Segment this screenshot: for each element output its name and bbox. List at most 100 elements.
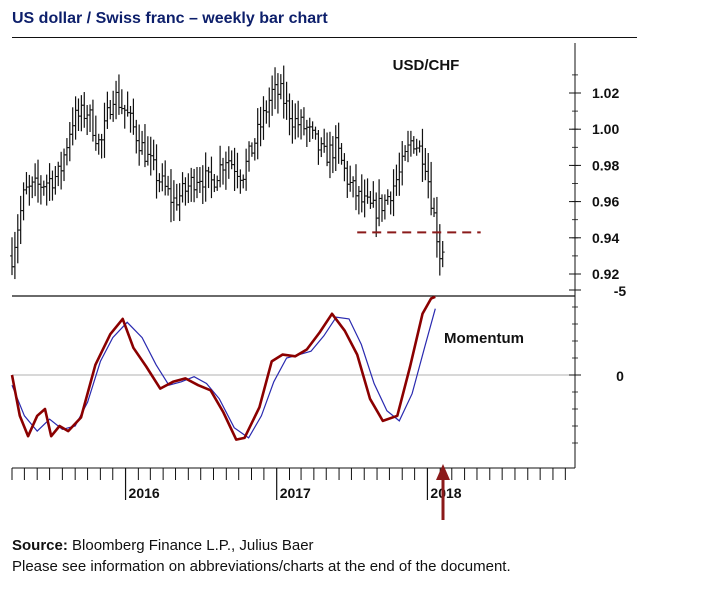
price-bar <box>163 160 168 196</box>
price-bar <box>400 141 405 186</box>
price-bar <box>406 130 411 163</box>
price-bar <box>365 178 370 204</box>
price-tick-label: 1.00 <box>592 121 619 137</box>
price-bar <box>96 133 101 155</box>
year-tick-label: 2018 <box>430 485 461 501</box>
price-bar <box>137 124 142 166</box>
price-bar <box>327 131 332 179</box>
price-bar <box>414 138 419 156</box>
price-bar <box>440 240 445 268</box>
price-bar <box>33 163 38 197</box>
price-bar <box>30 176 35 199</box>
price-bar <box>273 67 278 110</box>
price-tick-label: 0.92 <box>592 266 619 282</box>
price-bar <box>215 175 220 191</box>
price-tick-label: 0.96 <box>592 194 619 210</box>
price-bar <box>56 161 61 187</box>
price-bar <box>186 173 191 204</box>
chart-title: US dollar / Swiss franc – weekly bar cha… <box>12 10 328 27</box>
price-bar <box>301 107 306 136</box>
price-bar <box>82 92 87 128</box>
price-bar <box>290 100 295 144</box>
price-bar <box>85 105 90 136</box>
price-bar <box>21 182 26 221</box>
price-bar <box>47 163 52 201</box>
price-bar <box>102 102 107 158</box>
price-bar <box>249 142 254 157</box>
price-panel-label: USD/CHF <box>393 57 460 74</box>
price-bar <box>238 169 243 194</box>
price-bar <box>362 179 367 218</box>
price-bar <box>304 119 309 147</box>
price-bar <box>379 194 384 222</box>
price-bar <box>423 148 428 181</box>
momentum-axis: 0 -5 <box>569 283 626 468</box>
price-bar <box>313 126 318 140</box>
price-bar <box>12 231 17 280</box>
price-bar <box>10 237 14 276</box>
price-bar <box>93 115 98 151</box>
price-bar <box>330 136 335 174</box>
price-tick-label: 0.98 <box>592 157 619 173</box>
price-bar <box>128 105 133 133</box>
price-bar <box>252 138 257 161</box>
price-bar <box>223 151 228 190</box>
price-bar <box>235 152 240 189</box>
price-bar <box>105 91 110 129</box>
year-tick-label: 2017 <box>280 485 311 501</box>
price-bar <box>299 109 304 140</box>
price-bar <box>278 74 283 100</box>
price-bar <box>111 90 116 122</box>
price-tick-label: 1.02 <box>592 85 619 101</box>
price-bar <box>203 152 208 202</box>
source-text: Bloomberg Finance L.P., Julius Baer <box>72 537 314 554</box>
price-bar <box>371 181 376 208</box>
price-bar <box>336 122 341 164</box>
price-bar <box>322 128 327 153</box>
price-bar <box>325 132 330 167</box>
price-bar <box>114 80 119 120</box>
price-axis: 0.92 0.94 0.96 0.98 1.00 1.02 <box>569 43 619 296</box>
price-bar <box>229 150 234 170</box>
price-bar <box>27 174 32 206</box>
price-bar <box>359 174 364 213</box>
price-bar <box>99 133 104 159</box>
price-bar <box>24 172 29 195</box>
momentum-slow-line <box>11 308 436 439</box>
price-bar <box>293 103 298 140</box>
price-bar <box>116 74 121 115</box>
price-bar <box>388 191 393 215</box>
price-bar <box>345 160 350 198</box>
price-bar <box>151 139 156 171</box>
price-bar <box>134 119 139 154</box>
price-bar <box>53 166 58 195</box>
price-bar <box>342 153 347 182</box>
price-bar <box>145 136 150 166</box>
year-tick-label: 2016 <box>129 485 160 501</box>
price-bar <box>44 174 49 206</box>
source-label: Source: <box>12 537 68 554</box>
price-bar <box>73 96 78 140</box>
price-bar <box>38 175 43 205</box>
usdchf-chart: USD/CHF 0.92 0.94 0.96 0.98 1.00 1.02 Momentu… <box>10 43 626 520</box>
price-bar <box>420 128 425 182</box>
price-bar <box>374 192 379 238</box>
title-divider <box>12 37 637 38</box>
price-bar <box>397 152 402 196</box>
price-bar <box>166 175 171 196</box>
price-bar <box>209 156 214 199</box>
price-bar <box>50 170 55 201</box>
price-bar <box>177 183 182 222</box>
price-bar <box>79 95 84 132</box>
price-bar <box>275 73 280 114</box>
price-bar <box>122 104 127 129</box>
price-bar <box>391 169 396 217</box>
price-bar <box>197 167 202 194</box>
price-bar <box>429 161 434 216</box>
momentum-fast-line <box>10 295 436 441</box>
price-bar <box>261 96 266 140</box>
price-bar <box>200 165 205 205</box>
footnote: Please see information on abbreviations/… <box>12 558 511 575</box>
price-bar <box>174 183 179 211</box>
price-bar <box>142 124 147 168</box>
